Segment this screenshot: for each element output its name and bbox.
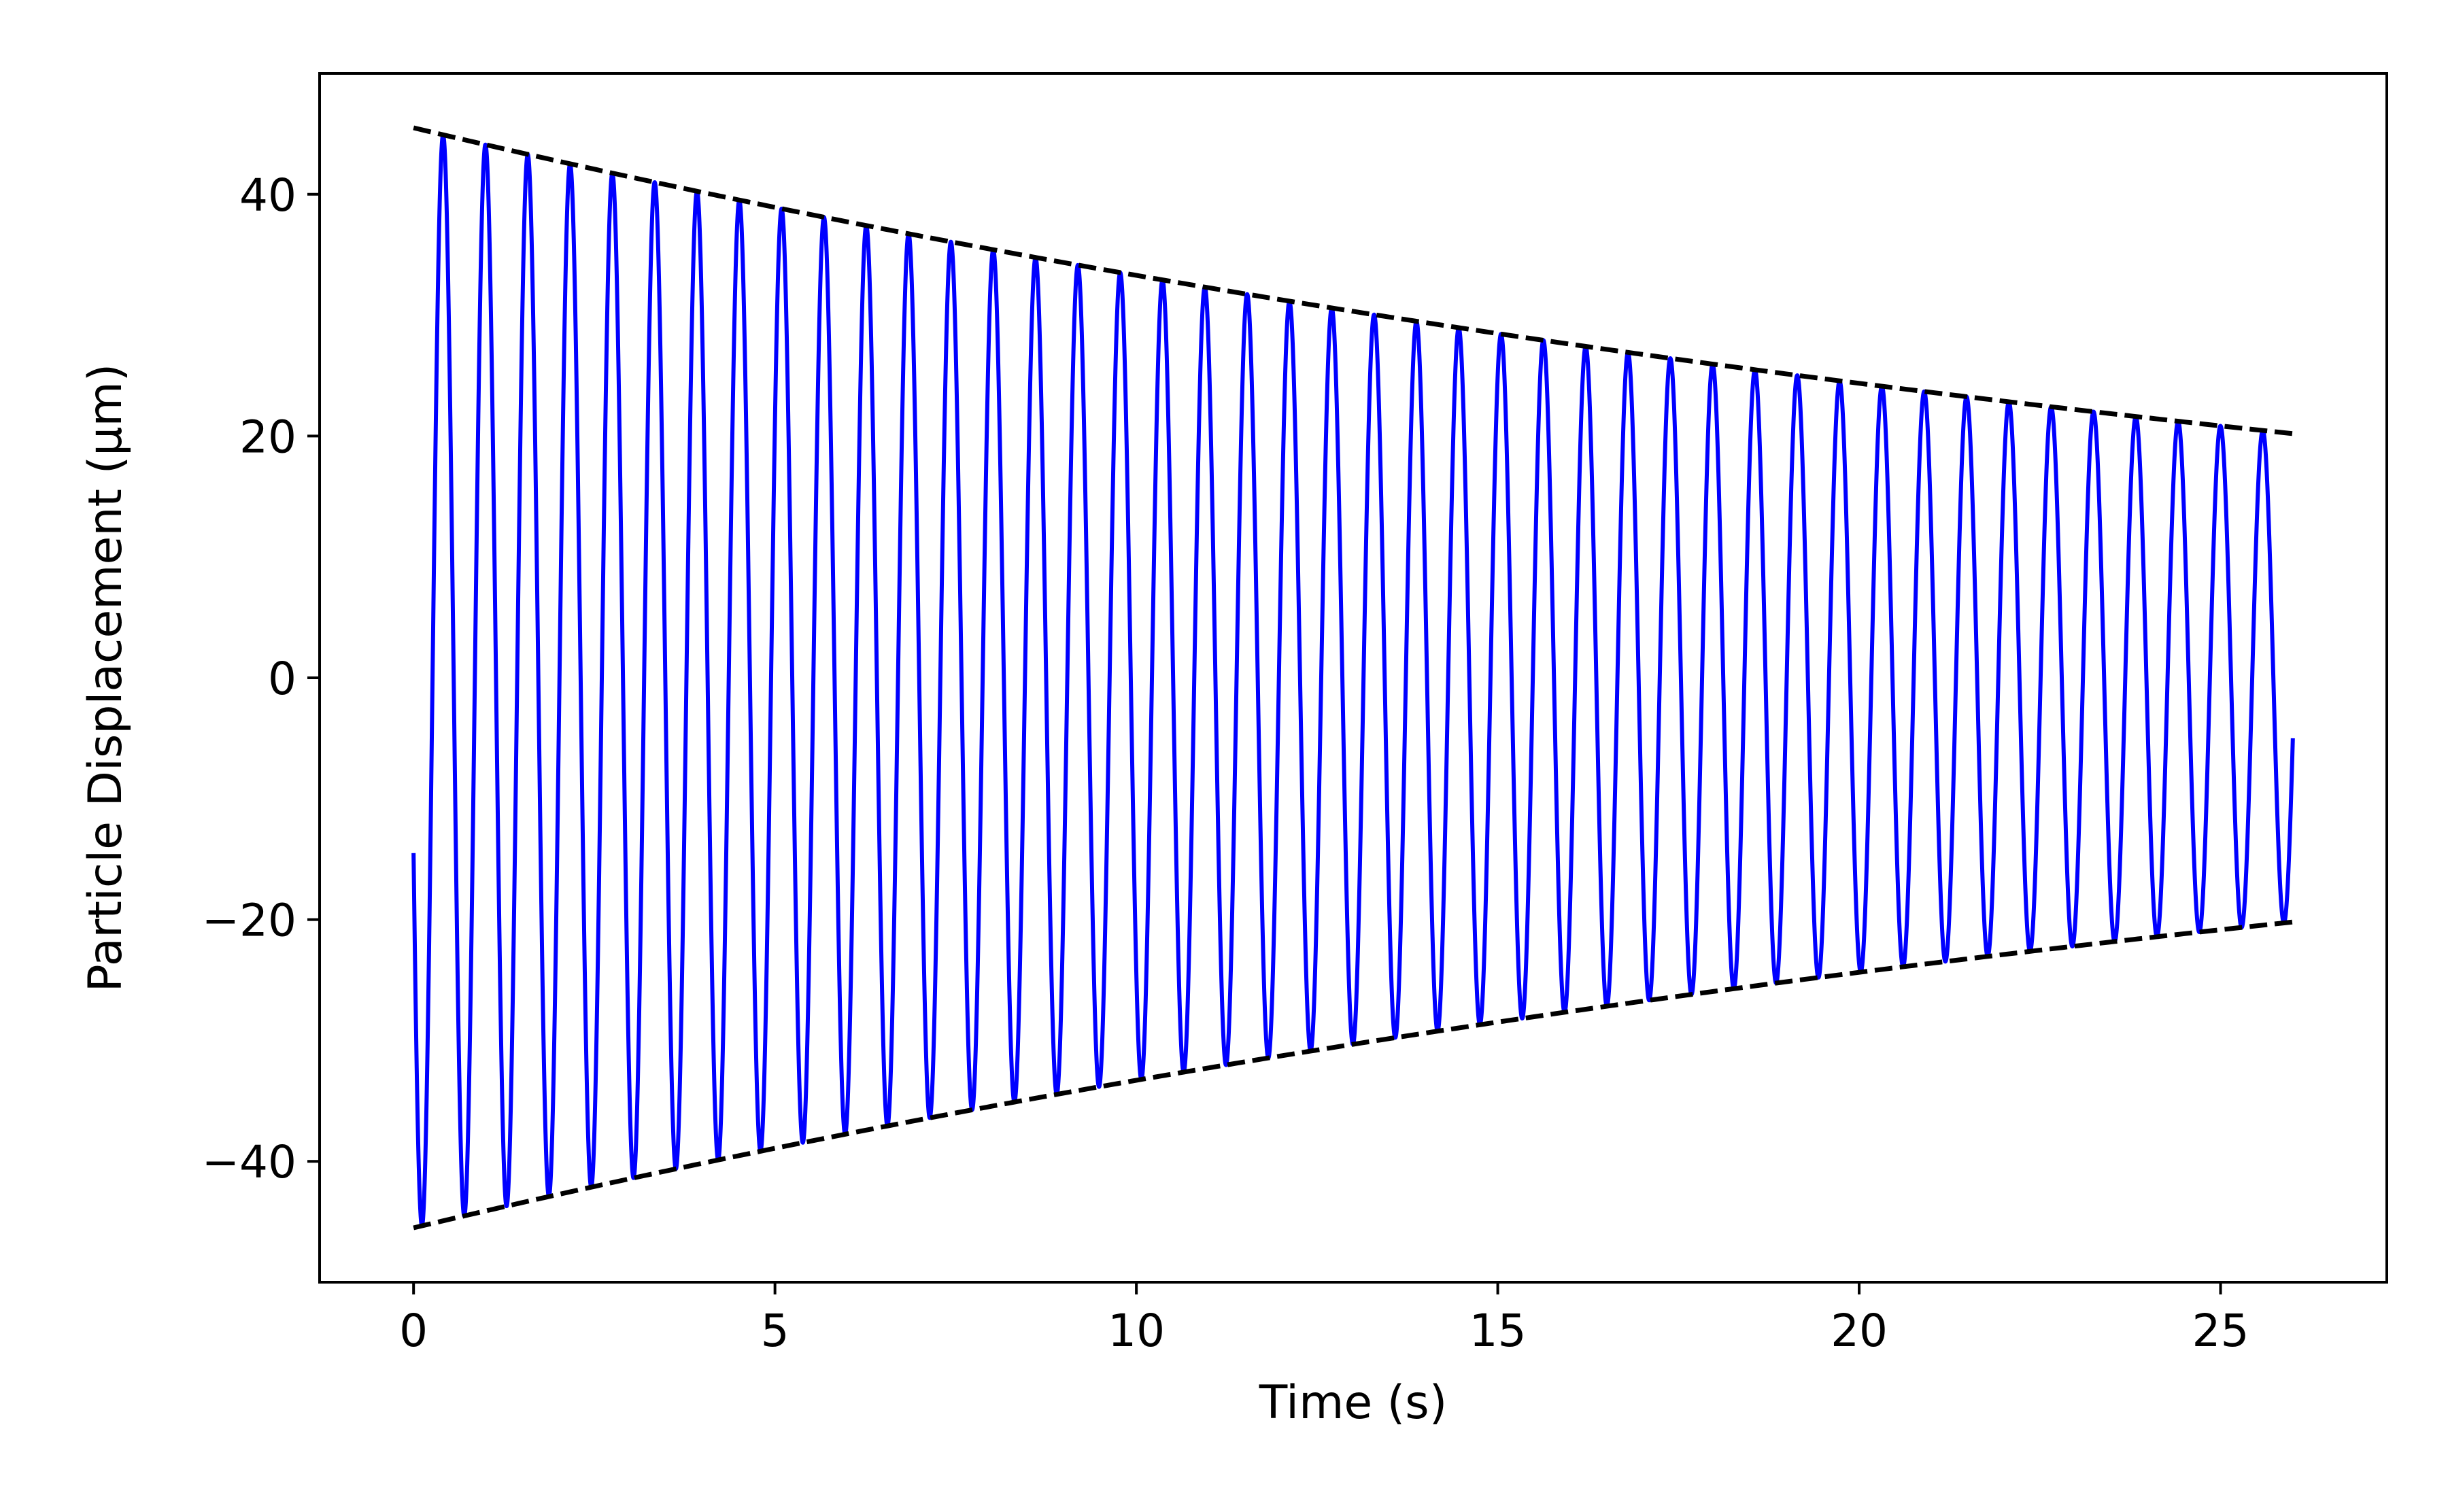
x-tick-label: 15 (1469, 1305, 1527, 1357)
y-axis-label: Particle Displacement (μm) (79, 364, 133, 993)
plot-area (318, 72, 2388, 1284)
upper-envelope-line (413, 125, 2294, 436)
lower-envelope-line (413, 919, 2294, 1231)
x-axis-label: Time (s) (1259, 1376, 1448, 1430)
y-tick-label: 40 (239, 169, 296, 222)
y-tick-label: −20 (202, 895, 296, 947)
y-tick-label: 20 (239, 411, 296, 463)
x-tick-label: 5 (761, 1305, 789, 1357)
x-tick-label: 10 (1108, 1305, 1165, 1357)
series-layer (411, 125, 2295, 1231)
y-axis: −40 −20 0 20 40 (202, 169, 320, 1188)
x-tick-label: 25 (2192, 1305, 2249, 1357)
x-axis: 0 5 10 15 20 25 (399, 1282, 2249, 1357)
x-tick-label: 20 (1831, 1305, 1888, 1357)
y-tick-label: 0 (268, 653, 296, 705)
y-tick-label: −40 (202, 1136, 296, 1188)
x-tick-label: 0 (399, 1305, 428, 1357)
